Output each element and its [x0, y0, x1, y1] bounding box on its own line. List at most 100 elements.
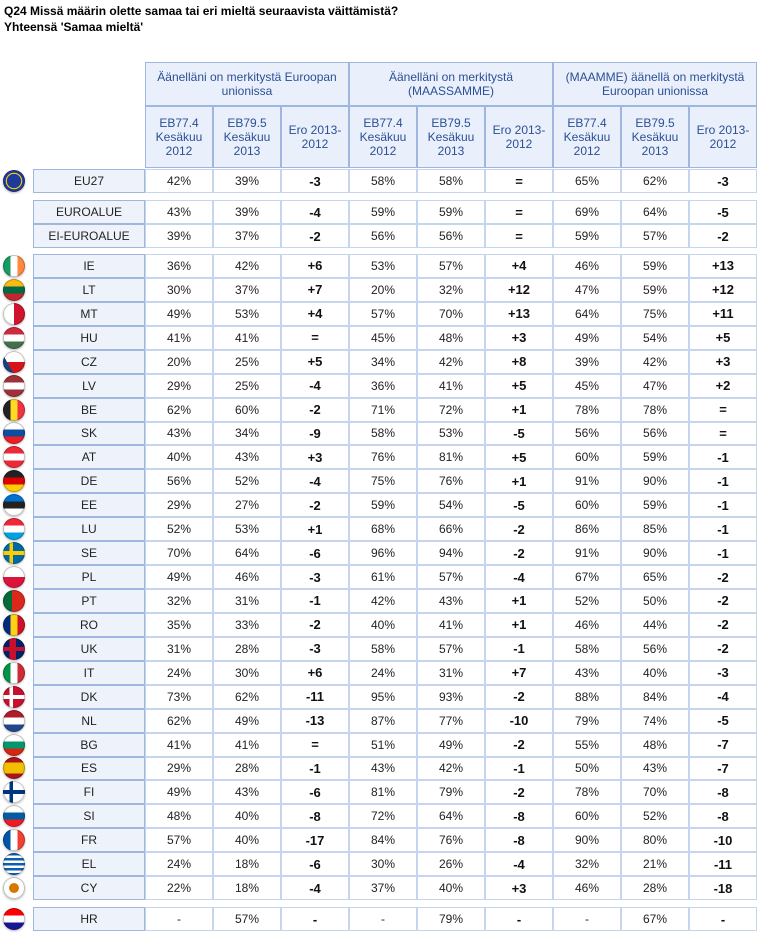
- cell: 95%: [349, 684, 417, 709]
- cell: -8: [689, 780, 757, 805]
- column-header: EB79.5 Kesäkuu 2013: [417, 106, 485, 168]
- cell: 59%: [553, 224, 621, 248]
- cell: +1: [485, 589, 553, 613]
- cell: 90%: [621, 541, 689, 566]
- cell: 60%: [553, 445, 621, 470]
- cell: -11: [689, 852, 757, 877]
- cell: 81%: [349, 780, 417, 805]
- cell: +12: [485, 277, 553, 302]
- cell: +11: [689, 301, 757, 326]
- cell: 41%: [145, 325, 213, 350]
- cell: -2: [485, 684, 553, 709]
- group-header: Äänelläni on merkitystä Euroopan unionis…: [145, 62, 349, 106]
- cell: 57%: [621, 224, 689, 248]
- cell: 67%: [621, 907, 689, 931]
- cell: 30%: [349, 852, 417, 877]
- flag-icon: [3, 853, 25, 876]
- cell: 41%: [417, 612, 485, 637]
- cell: 51%: [349, 732, 417, 757]
- cell: 56%: [621, 636, 689, 661]
- cell: 39%: [553, 349, 621, 374]
- cell: -2: [689, 224, 757, 248]
- cell: 40%: [145, 445, 213, 470]
- cell: +4: [485, 254, 553, 278]
- cell: +1: [485, 612, 553, 637]
- cell: 85%: [621, 517, 689, 542]
- cell: 48%: [621, 732, 689, 757]
- cell: 31%: [417, 660, 485, 685]
- cell: 57%: [417, 565, 485, 589]
- cell: -2: [485, 517, 553, 542]
- cell: 49%: [213, 708, 281, 733]
- cell: 58%: [349, 169, 417, 193]
- cell: +1: [485, 397, 553, 422]
- cell: 49%: [553, 325, 621, 350]
- cell: 87%: [349, 708, 417, 733]
- title: Q24 Missä määrin olette samaa tai eri mi…: [4, 4, 399, 18]
- cell: -4: [485, 852, 553, 877]
- cell: -5: [485, 493, 553, 518]
- cell: +12: [689, 277, 757, 302]
- cell: 62%: [213, 684, 281, 709]
- cell: -7: [689, 756, 757, 781]
- cell: 41%: [213, 325, 281, 350]
- flag-icon: [3, 613, 25, 636]
- cell: 39%: [213, 169, 281, 193]
- cell: +13: [485, 301, 553, 326]
- cell: -11: [281, 684, 349, 709]
- flag-icon: [3, 566, 25, 589]
- cell: 67%: [553, 565, 621, 589]
- cell: 57%: [417, 636, 485, 661]
- row-label: UK: [33, 636, 145, 661]
- cell: 49%: [417, 732, 485, 757]
- cell: 46%: [553, 876, 621, 901]
- row-label: FR: [33, 828, 145, 853]
- cell: 18%: [213, 876, 281, 901]
- cell: 78%: [621, 397, 689, 422]
- cell: 62%: [621, 169, 689, 193]
- cell: 28%: [213, 636, 281, 661]
- cell: 59%: [417, 200, 485, 224]
- cell: 56%: [349, 224, 417, 248]
- cell: 39%: [213, 200, 281, 224]
- cell: 29%: [145, 756, 213, 781]
- cell: 59%: [621, 254, 689, 278]
- cell: 43%: [553, 660, 621, 685]
- cell: 88%: [553, 684, 621, 709]
- cell: 42%: [417, 349, 485, 374]
- cell: 59%: [621, 493, 689, 518]
- cell: -: [689, 907, 757, 931]
- cell: 42%: [621, 349, 689, 374]
- cell: -10: [485, 708, 553, 733]
- cell: 61%: [349, 565, 417, 589]
- cell: 54%: [621, 325, 689, 350]
- cell: 70%: [145, 541, 213, 566]
- cell: 64%: [213, 541, 281, 566]
- cell: 36%: [349, 373, 417, 398]
- cell: 53%: [417, 421, 485, 446]
- cell: 72%: [349, 804, 417, 829]
- cell: +2: [689, 373, 757, 398]
- cell: -6: [281, 780, 349, 805]
- cell: 29%: [145, 373, 213, 398]
- cell: 41%: [145, 732, 213, 757]
- cell: -3: [281, 565, 349, 589]
- cell: 77%: [417, 708, 485, 733]
- row-label: LV: [33, 373, 145, 398]
- cell: 57%: [145, 828, 213, 853]
- cell: -1: [689, 445, 757, 470]
- cell: 37%: [213, 224, 281, 248]
- row-label: BG: [33, 732, 145, 757]
- cell: 42%: [213, 254, 281, 278]
- cell: +7: [281, 277, 349, 302]
- cell: 40%: [349, 612, 417, 637]
- cell: 28%: [621, 876, 689, 901]
- cell: 30%: [213, 660, 281, 685]
- cell: 43%: [213, 780, 281, 805]
- flag-icon: [3, 733, 25, 756]
- cell: -4: [281, 200, 349, 224]
- cell: 31%: [213, 589, 281, 613]
- flag-icon: [3, 781, 25, 804]
- cell: 49%: [145, 301, 213, 326]
- flag-icon: [3, 709, 25, 732]
